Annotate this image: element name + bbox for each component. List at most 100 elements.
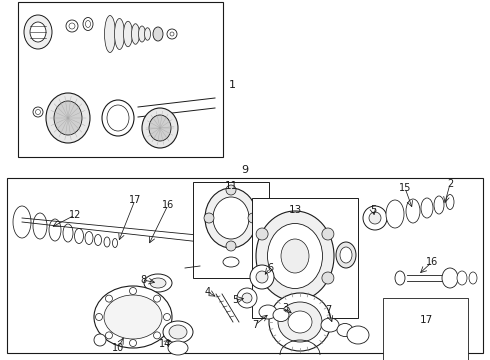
Circle shape xyxy=(96,314,102,320)
Ellipse shape xyxy=(406,199,420,223)
Ellipse shape xyxy=(145,28,150,40)
Ellipse shape xyxy=(24,15,52,49)
Ellipse shape xyxy=(386,200,404,228)
Ellipse shape xyxy=(213,197,249,239)
Ellipse shape xyxy=(446,194,454,210)
Circle shape xyxy=(322,272,334,284)
Text: 17: 17 xyxy=(419,315,433,325)
Ellipse shape xyxy=(269,293,331,351)
Text: 2: 2 xyxy=(447,179,453,189)
Circle shape xyxy=(153,332,161,339)
Ellipse shape xyxy=(281,239,309,273)
Ellipse shape xyxy=(144,274,172,292)
Ellipse shape xyxy=(115,18,124,50)
Ellipse shape xyxy=(434,196,444,214)
Text: 13: 13 xyxy=(289,205,302,215)
Circle shape xyxy=(129,288,137,294)
Ellipse shape xyxy=(13,206,31,238)
Ellipse shape xyxy=(150,278,166,288)
Circle shape xyxy=(105,295,113,302)
Bar xyxy=(193,182,269,278)
Circle shape xyxy=(256,271,268,283)
Circle shape xyxy=(105,332,113,339)
Ellipse shape xyxy=(321,318,339,332)
Text: 4: 4 xyxy=(205,287,211,297)
Text: 3: 3 xyxy=(282,303,288,313)
Circle shape xyxy=(248,213,258,223)
Ellipse shape xyxy=(131,24,140,44)
Ellipse shape xyxy=(163,321,193,343)
Ellipse shape xyxy=(107,105,129,131)
Circle shape xyxy=(129,339,137,346)
Ellipse shape xyxy=(49,219,61,241)
Ellipse shape xyxy=(83,18,93,31)
Circle shape xyxy=(35,109,41,114)
Ellipse shape xyxy=(268,224,322,288)
Circle shape xyxy=(250,265,274,289)
Ellipse shape xyxy=(123,21,132,47)
Text: 1: 1 xyxy=(228,80,236,90)
Ellipse shape xyxy=(337,324,353,337)
Ellipse shape xyxy=(113,239,118,248)
Circle shape xyxy=(204,213,214,223)
Ellipse shape xyxy=(256,211,334,301)
Ellipse shape xyxy=(169,325,187,339)
Ellipse shape xyxy=(102,100,134,136)
Bar xyxy=(252,198,358,318)
Text: 5: 5 xyxy=(370,205,376,215)
Text: 16: 16 xyxy=(426,257,438,267)
Ellipse shape xyxy=(205,188,257,248)
Circle shape xyxy=(33,107,43,117)
Text: 6: 6 xyxy=(267,263,273,273)
Ellipse shape xyxy=(336,242,356,268)
Circle shape xyxy=(66,20,78,32)
Circle shape xyxy=(167,29,177,39)
Ellipse shape xyxy=(395,271,405,285)
Ellipse shape xyxy=(259,305,277,319)
Ellipse shape xyxy=(288,311,312,333)
Ellipse shape xyxy=(94,286,172,348)
Ellipse shape xyxy=(457,271,467,285)
Ellipse shape xyxy=(104,295,162,339)
Circle shape xyxy=(369,212,381,224)
Ellipse shape xyxy=(139,26,146,42)
Circle shape xyxy=(153,295,161,302)
Ellipse shape xyxy=(104,237,110,247)
Ellipse shape xyxy=(85,231,93,244)
Ellipse shape xyxy=(340,247,352,263)
Ellipse shape xyxy=(95,234,101,246)
Circle shape xyxy=(69,23,75,29)
Ellipse shape xyxy=(85,21,91,27)
Text: 17: 17 xyxy=(129,195,141,205)
Ellipse shape xyxy=(149,115,171,141)
Ellipse shape xyxy=(168,341,188,355)
Circle shape xyxy=(256,228,268,240)
Ellipse shape xyxy=(30,22,46,42)
Ellipse shape xyxy=(421,198,433,218)
Circle shape xyxy=(226,185,236,195)
Ellipse shape xyxy=(142,108,178,148)
Circle shape xyxy=(242,293,252,303)
Text: 16: 16 xyxy=(162,200,174,210)
Bar xyxy=(383,298,468,360)
Text: 12: 12 xyxy=(69,210,81,220)
Ellipse shape xyxy=(33,213,47,239)
Ellipse shape xyxy=(347,326,369,344)
Ellipse shape xyxy=(442,268,458,288)
Text: 8: 8 xyxy=(140,275,146,285)
Ellipse shape xyxy=(153,27,163,41)
Text: 11: 11 xyxy=(224,181,238,191)
Ellipse shape xyxy=(54,101,82,135)
Text: 7: 7 xyxy=(252,320,258,330)
Circle shape xyxy=(164,314,171,320)
Circle shape xyxy=(94,334,106,346)
Ellipse shape xyxy=(74,229,83,243)
Ellipse shape xyxy=(273,309,289,321)
Ellipse shape xyxy=(469,272,477,284)
Ellipse shape xyxy=(104,15,116,53)
Ellipse shape xyxy=(46,93,90,143)
Text: 5: 5 xyxy=(232,295,238,305)
Circle shape xyxy=(170,32,174,36)
Ellipse shape xyxy=(278,302,322,342)
Text: 10: 10 xyxy=(112,343,124,353)
